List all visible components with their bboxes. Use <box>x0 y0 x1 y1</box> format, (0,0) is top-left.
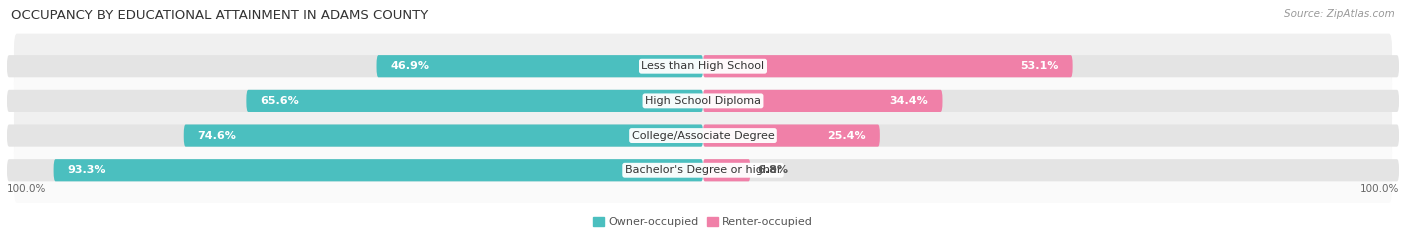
Text: 65.6%: 65.6% <box>260 96 299 106</box>
Text: 34.4%: 34.4% <box>890 96 928 106</box>
Legend: Owner-occupied, Renter-occupied: Owner-occupied, Renter-occupied <box>593 217 813 227</box>
Text: Less than High School: Less than High School <box>641 61 765 71</box>
FancyBboxPatch shape <box>703 159 751 181</box>
FancyBboxPatch shape <box>703 55 1399 77</box>
Text: Bachelor's Degree or higher: Bachelor's Degree or higher <box>624 165 782 175</box>
Text: OCCUPANCY BY EDUCATIONAL ATTAINMENT IN ADAMS COUNTY: OCCUPANCY BY EDUCATIONAL ATTAINMENT IN A… <box>11 9 429 22</box>
FancyBboxPatch shape <box>703 90 1399 112</box>
FancyBboxPatch shape <box>14 103 1392 168</box>
FancyBboxPatch shape <box>7 124 703 147</box>
Text: Source: ZipAtlas.com: Source: ZipAtlas.com <box>1284 9 1395 19</box>
Text: 6.8%: 6.8% <box>758 165 789 175</box>
FancyBboxPatch shape <box>703 159 1399 181</box>
FancyBboxPatch shape <box>14 34 1392 99</box>
FancyBboxPatch shape <box>14 138 1392 203</box>
FancyBboxPatch shape <box>14 68 1392 134</box>
FancyBboxPatch shape <box>7 159 703 181</box>
Text: 74.6%: 74.6% <box>198 130 236 140</box>
Text: 25.4%: 25.4% <box>827 130 866 140</box>
Text: High School Diploma: High School Diploma <box>645 96 761 106</box>
FancyBboxPatch shape <box>703 55 1073 77</box>
FancyBboxPatch shape <box>7 55 703 77</box>
FancyBboxPatch shape <box>703 90 942 112</box>
FancyBboxPatch shape <box>246 90 703 112</box>
FancyBboxPatch shape <box>703 124 1399 147</box>
FancyBboxPatch shape <box>703 124 880 147</box>
Text: 100.0%: 100.0% <box>1360 184 1399 194</box>
FancyBboxPatch shape <box>7 90 703 112</box>
FancyBboxPatch shape <box>53 159 703 181</box>
Text: 46.9%: 46.9% <box>391 61 429 71</box>
Text: College/Associate Degree: College/Associate Degree <box>631 130 775 140</box>
Text: 53.1%: 53.1% <box>1021 61 1059 71</box>
FancyBboxPatch shape <box>377 55 703 77</box>
Text: 93.3%: 93.3% <box>67 165 105 175</box>
FancyBboxPatch shape <box>184 124 703 147</box>
Text: 100.0%: 100.0% <box>7 184 46 194</box>
